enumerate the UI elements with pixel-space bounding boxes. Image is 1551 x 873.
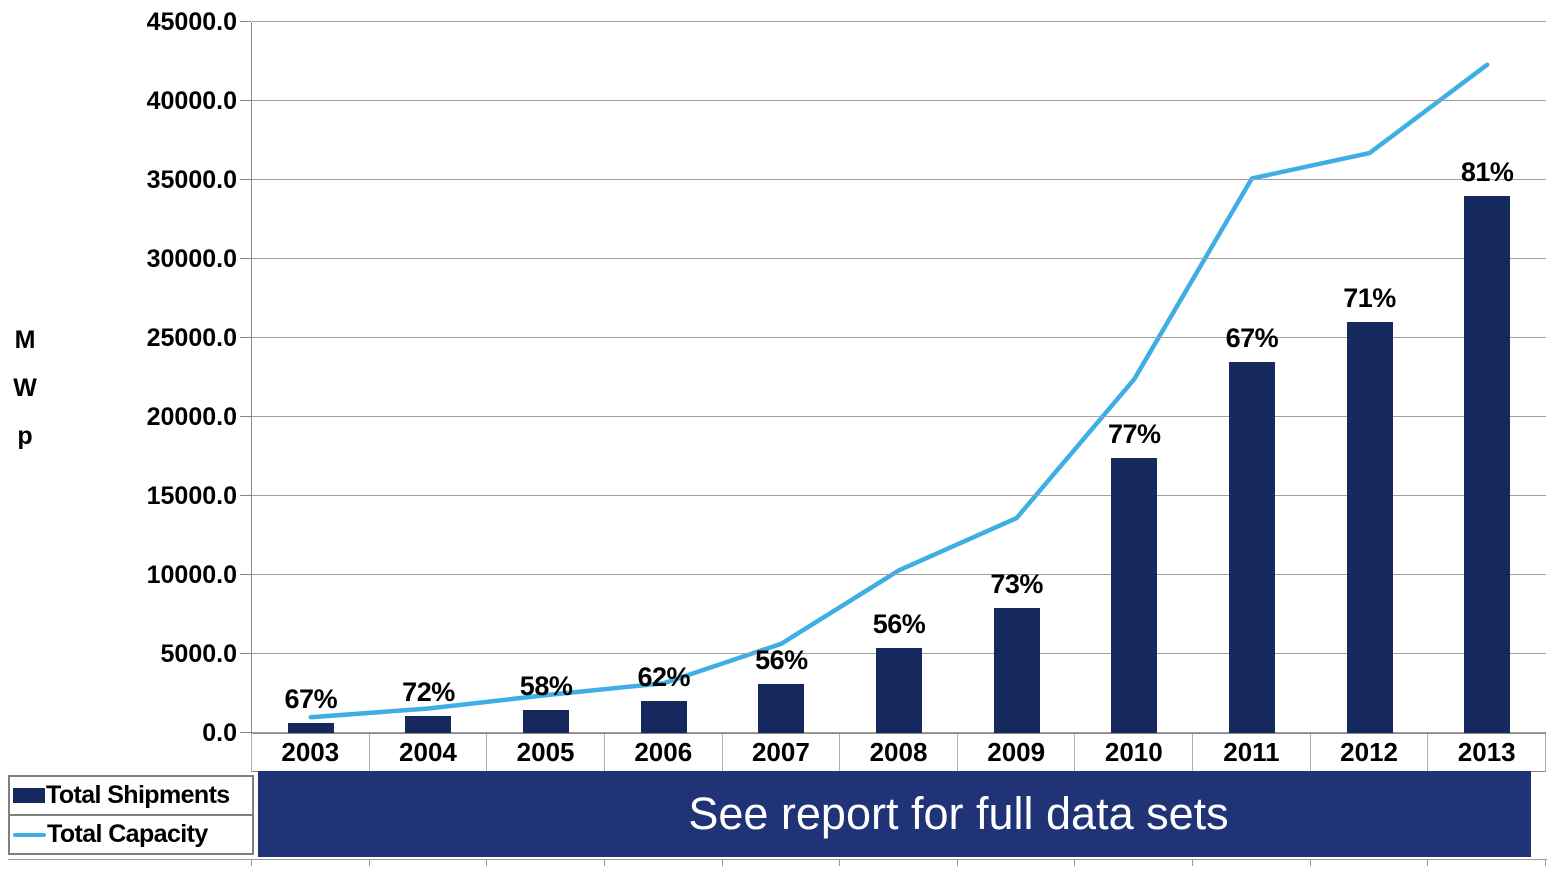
bar-2011 [1228, 361, 1275, 733]
legend-item-total-shipments: Total Shipments [10, 777, 252, 814]
bar-2008 [876, 647, 922, 733]
gridline [252, 337, 1546, 339]
gridline [252, 100, 1546, 102]
legend-label: Total Shipments [46, 781, 230, 809]
bar-percent-label: 62% [637, 662, 690, 693]
bottom-axis-tick [1427, 859, 1429, 866]
bottom-axis-tick [1192, 859, 1194, 866]
year-cell-2010: 2010 [1075, 734, 1194, 771]
year-cell-2003: 2003 [252, 734, 370, 771]
bar-percent-label: 67% [284, 683, 338, 714]
gridline [252, 21, 1546, 23]
bar-2010 [1111, 458, 1158, 733]
plot-area: 67% 72% 58% 62% 56% 56% 73% 77% 67% 71% 81% [251, 21, 1546, 734]
y-axis-tick [240, 258, 251, 260]
y-unit-letter: W [13, 374, 37, 402]
bar-percent-label: 77% [1107, 419, 1161, 450]
gridline [252, 574, 1546, 576]
bar-percent-label: 56% [872, 608, 926, 639]
bar-2005 [523, 710, 570, 733]
gridline [252, 416, 1546, 418]
banner: See report for full data sets [258, 771, 1531, 857]
bar-percent-label: 56% [755, 645, 808, 676]
y-tick-label: 0.0 [202, 719, 237, 747]
y-axis-tick [240, 732, 251, 734]
year-cell-2013: 2013 [1428, 734, 1547, 771]
banner-text: See report for full data sets [688, 788, 1229, 839]
bar-2003 [287, 722, 334, 733]
bottom-axis-tick [1309, 859, 1311, 866]
year-cell-2006: 2006 [604, 734, 723, 771]
legend-label: Total Capacity [47, 820, 208, 848]
y-tick-label: 10000.0 [146, 561, 237, 589]
year-cell-2004: 2004 [369, 734, 488, 771]
bar-2006 [640, 701, 687, 733]
bottom-axis-tick [721, 859, 723, 866]
y-axis-tick [240, 416, 251, 418]
bar-2013 [1464, 195, 1511, 733]
y-unit-letter: M [14, 326, 36, 354]
y-unit-letter: p [17, 422, 33, 450]
bar-percent-label: 72% [402, 677, 455, 708]
y-axis-tick [240, 574, 251, 576]
bottom-axis-tick [956, 859, 958, 866]
capacity-swatch-icon [13, 832, 46, 837]
y-axis-tick [240, 179, 251, 181]
bottom-axis-tick [251, 859, 252, 866]
gridline [252, 495, 1546, 497]
bottom-axis-tick [603, 859, 605, 866]
y-axis-tick [240, 21, 251, 23]
year-cell-2009: 2009 [957, 734, 1076, 771]
y-tick-label: 25000.0 [146, 324, 237, 352]
y-axis-tick [240, 495, 251, 497]
year-cell-2012: 2012 [1310, 734, 1429, 771]
y-axis-tick [240, 100, 251, 102]
y-tick-label: 45000.0 [146, 8, 237, 36]
y-axis-tick [240, 653, 251, 655]
bar-percent-label: 71% [1343, 283, 1396, 314]
shipments-swatch-icon [13, 788, 45, 803]
bar-2009 [993, 608, 1040, 733]
year-cell-2008: 2008 [840, 734, 958, 771]
y-tick-label: 20000.0 [146, 403, 237, 431]
x-axis-year-row: 2003 2004 2005 2006 2007 2008 2009 2010 2011 2012… [251, 733, 1547, 772]
bottom-axis-tick [839, 859, 841, 866]
year-cell-2005: 2005 [487, 734, 605, 771]
y-axis-tick [240, 337, 251, 339]
bottom-axis [8, 859, 1547, 860]
bottom-axis-tick [368, 859, 370, 866]
legend-item-total-capacity: Total Capacity [10, 814, 252, 853]
legend: Total Shipments Total Capacity [8, 775, 254, 855]
y-tick-label: 5000.0 [160, 640, 237, 668]
y-tick-label: 35000.0 [146, 166, 237, 194]
bar-percent-label: 67% [1225, 322, 1279, 353]
bottom-axis-tick [486, 859, 488, 866]
bar-percent-label: 81% [1460, 156, 1514, 187]
bar-2012 [1346, 322, 1393, 733]
bottom-axis-tick [1074, 859, 1076, 866]
bar-2007 [758, 684, 805, 733]
year-cell-2011: 2011 [1193, 734, 1311, 771]
year-cell-2007: 2007 [722, 734, 841, 771]
bar-percent-label: 73% [990, 569, 1043, 600]
bar-2004 [405, 716, 452, 733]
bottom-axis-tick [1545, 859, 1546, 866]
gridline [252, 258, 1546, 260]
y-tick-label: 40000.0 [146, 87, 237, 115]
y-tick-label: 30000.0 [146, 245, 237, 273]
bar-percent-label: 58% [519, 671, 573, 702]
y-tick-label: 15000.0 [146, 482, 237, 510]
gridline [252, 179, 1546, 181]
